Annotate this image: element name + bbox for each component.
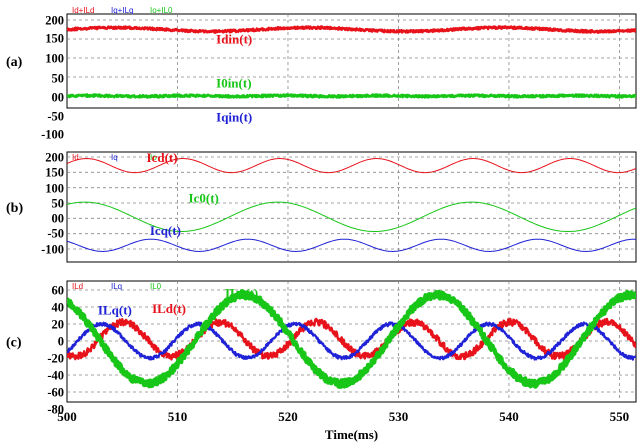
- y-tick-label: 50: [52, 72, 65, 86]
- y-tick-label: -100: [41, 128, 64, 142]
- legend-entry: Io: [150, 153, 157, 162]
- legend-entry: ILd: [72, 282, 83, 291]
- legend-entry: ILq: [111, 282, 122, 291]
- series-io-il0-line: [67, 93, 636, 99]
- y-tick-label: 20: [52, 318, 65, 332]
- series-ild-line: [67, 317, 636, 361]
- series-iq-line: [67, 238, 636, 252]
- series-annotation: Icq(t): [150, 223, 181, 238]
- panel-label: (b): [6, 201, 23, 216]
- y-tick-label: 100: [45, 182, 64, 196]
- series-annotation: IL0(t): [225, 286, 258, 301]
- y-tick-label: -100: [41, 243, 64, 257]
- plot-frame: [66, 280, 637, 403]
- series-annotation: Iqin(t): [216, 109, 252, 124]
- series-io-line: [67, 201, 636, 232]
- panel-label: (c): [6, 336, 22, 351]
- x-tick-label: 520: [278, 409, 298, 424]
- series-ilq-line: [67, 321, 636, 361]
- series-il0-line: [67, 289, 636, 389]
- y-tick-label: 100: [45, 52, 64, 66]
- x-tick-label: 500: [57, 409, 77, 424]
- series-annotation: Icd(t): [147, 150, 178, 165]
- legend-entry: IL0: [150, 282, 162, 291]
- x-tick-label: 530: [389, 409, 409, 424]
- legend-entry: Iq+ILq: [111, 6, 133, 15]
- y-tick-label: 200: [45, 151, 64, 165]
- y-tick-label: -40: [47, 369, 64, 383]
- panel-a: 200 150 100 50 00 -50 -100 (a) Id+ILd Iq+ILq Io+IL…: [6, 6, 637, 142]
- legend-entry: Id+ILd: [72, 6, 94, 15]
- x-tick-label: 550: [610, 409, 630, 424]
- y-tick-label: 00: [52, 91, 65, 105]
- x-tick-label: 540: [499, 409, 519, 424]
- y-tick-label: 60: [52, 284, 65, 298]
- legend-entry: Iq: [111, 153, 118, 162]
- y-tick-label: 200: [45, 14, 64, 28]
- y-tick-label: -20: [47, 352, 64, 366]
- panel-label: (a): [6, 55, 23, 70]
- series-iq-ilq-line: [67, 128, 636, 133]
- series-id-ild-line: [67, 25, 636, 34]
- panel-c: 60 40 20 0 -20 -40 -60 -80 (c) ILd ILq IL0 ILq(t) ILd…: [6, 280, 637, 417]
- y-tick-label: -50: [47, 227, 64, 241]
- y-tick-label: 0: [58, 335, 64, 349]
- y-tick-label: 50: [52, 197, 65, 211]
- legend-entry: Id: [72, 153, 79, 162]
- y-tick-label: -60: [47, 386, 64, 400]
- legend-entry: Io+IL0: [150, 6, 173, 15]
- series-annotation: I0in(t): [216, 76, 251, 91]
- plot-frame: [66, 151, 637, 263]
- plot-frame: [66, 13, 637, 109]
- x-tick-label: 510: [168, 409, 188, 424]
- series-annotation: ILd(t): [152, 301, 186, 316]
- y-tick-label: -50: [47, 110, 64, 124]
- series-annotation: Idin(t): [216, 32, 252, 47]
- y-tick-label: 00: [52, 212, 65, 226]
- series-id-line: [67, 158, 636, 174]
- y-tick-label: 40: [52, 301, 65, 315]
- y-tick-label: -80: [47, 403, 64, 417]
- series-annotation: ILq(t): [98, 303, 132, 318]
- x-axis-label: Time(ms): [325, 427, 378, 442]
- y-tick-label: 150: [45, 166, 64, 180]
- y-tick-label: 150: [45, 32, 64, 46]
- series-annotation: Ic0(t): [189, 190, 219, 205]
